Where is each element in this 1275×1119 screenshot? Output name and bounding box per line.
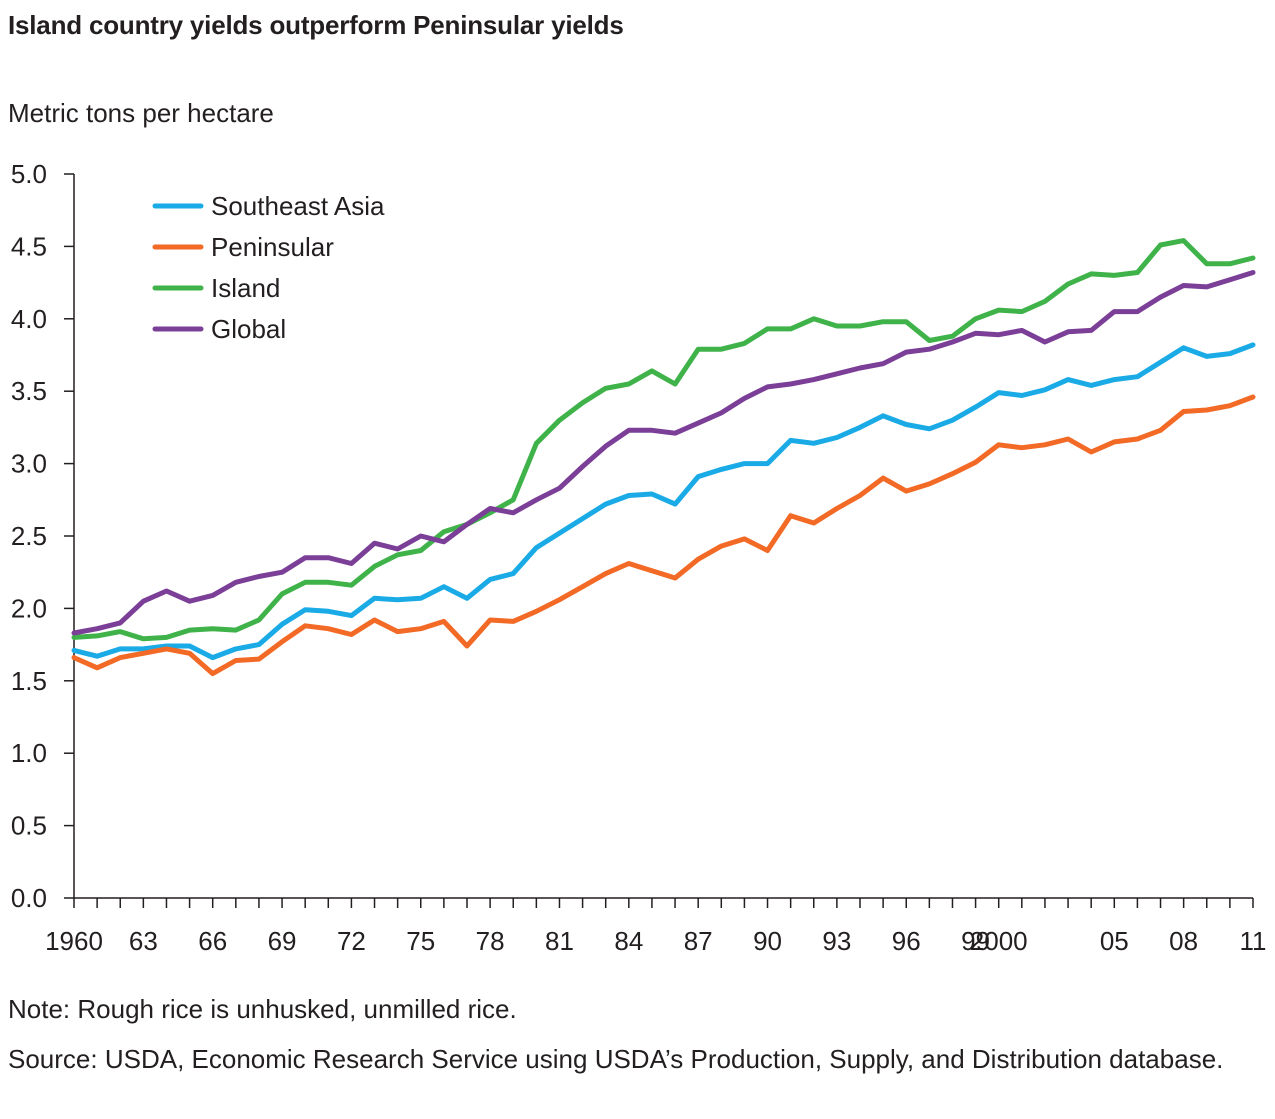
series-lines xyxy=(71,238,1256,677)
y-tick-label: 3.5 xyxy=(11,376,47,406)
x-tick-label: 05 xyxy=(1100,926,1129,956)
series-line-peninsular xyxy=(71,394,1256,677)
chart-note: Note: Rough rice is unhusked, unmilled r… xyxy=(8,994,517,1024)
legend-label-global: Global xyxy=(211,314,286,344)
y-tick-label: 2.0 xyxy=(11,593,47,623)
x-tick-label: 78 xyxy=(476,926,505,956)
x-tick-label: 84 xyxy=(614,926,643,956)
x-tick-label: 81 xyxy=(545,926,574,956)
series-line-southeast-asia xyxy=(71,342,1256,661)
series-line-island xyxy=(71,238,1256,642)
y-tick-label: 1.0 xyxy=(11,738,47,768)
line-chart: 0.0 0.5 1.0 1.5 2.0 2.5 3.0 3.5 4.0 4.5 5.0 1960 63… xyxy=(11,159,1267,956)
x-tick-label: 99 xyxy=(961,926,990,956)
x-tick-label: 75 xyxy=(406,926,435,956)
chart-source: Source: USDA, Economic Research Service … xyxy=(8,1044,1224,1074)
x-tick-label: 66 xyxy=(198,926,227,956)
x-tick-label: 11 xyxy=(1240,926,1267,956)
x-tick-label: 08 xyxy=(1169,926,1198,956)
x-tick-label: 96 xyxy=(892,926,921,956)
y-axis-label: Metric tons per hectare xyxy=(8,98,274,128)
chart-title: Island country yields outperform Peninsu… xyxy=(8,10,624,40)
x-tick-label: 87 xyxy=(684,926,713,956)
y-tick-label: 0.5 xyxy=(11,811,47,841)
legend-label-peninsular: Peninsular xyxy=(211,232,334,262)
y-tick-label: 2.5 xyxy=(11,521,47,551)
x-tick-label: 2000 xyxy=(970,926,1028,956)
y-axis: 0.0 0.5 1.0 1.5 2.0 2.5 3.0 3.5 4.0 4.5 5.0 xyxy=(11,159,75,913)
legend-label-island: Island xyxy=(211,273,280,303)
y-tick-label: 3.0 xyxy=(11,449,47,479)
y-tick-label: 5.0 xyxy=(11,159,47,189)
legend-label-southeast-asia: Southeast Asia xyxy=(211,191,385,221)
x-tick-label: 72 xyxy=(337,926,366,956)
x-tick-label: 93 xyxy=(822,926,851,956)
x-tick-label: 1960 xyxy=(45,926,103,956)
series-line-global xyxy=(71,270,1256,636)
y-tick-label: 1.5 xyxy=(11,666,47,696)
y-tick-label: 0.0 xyxy=(11,883,47,913)
x-tick-label: 69 xyxy=(268,926,297,956)
x-tick-label: 90 xyxy=(753,926,782,956)
y-tick-label: 4.5 xyxy=(11,231,47,261)
x-tick-label: 63 xyxy=(129,926,158,956)
legend: Southeast Asia Peninsular Island Global xyxy=(152,191,385,344)
y-tick-label: 4.0 xyxy=(11,304,47,334)
